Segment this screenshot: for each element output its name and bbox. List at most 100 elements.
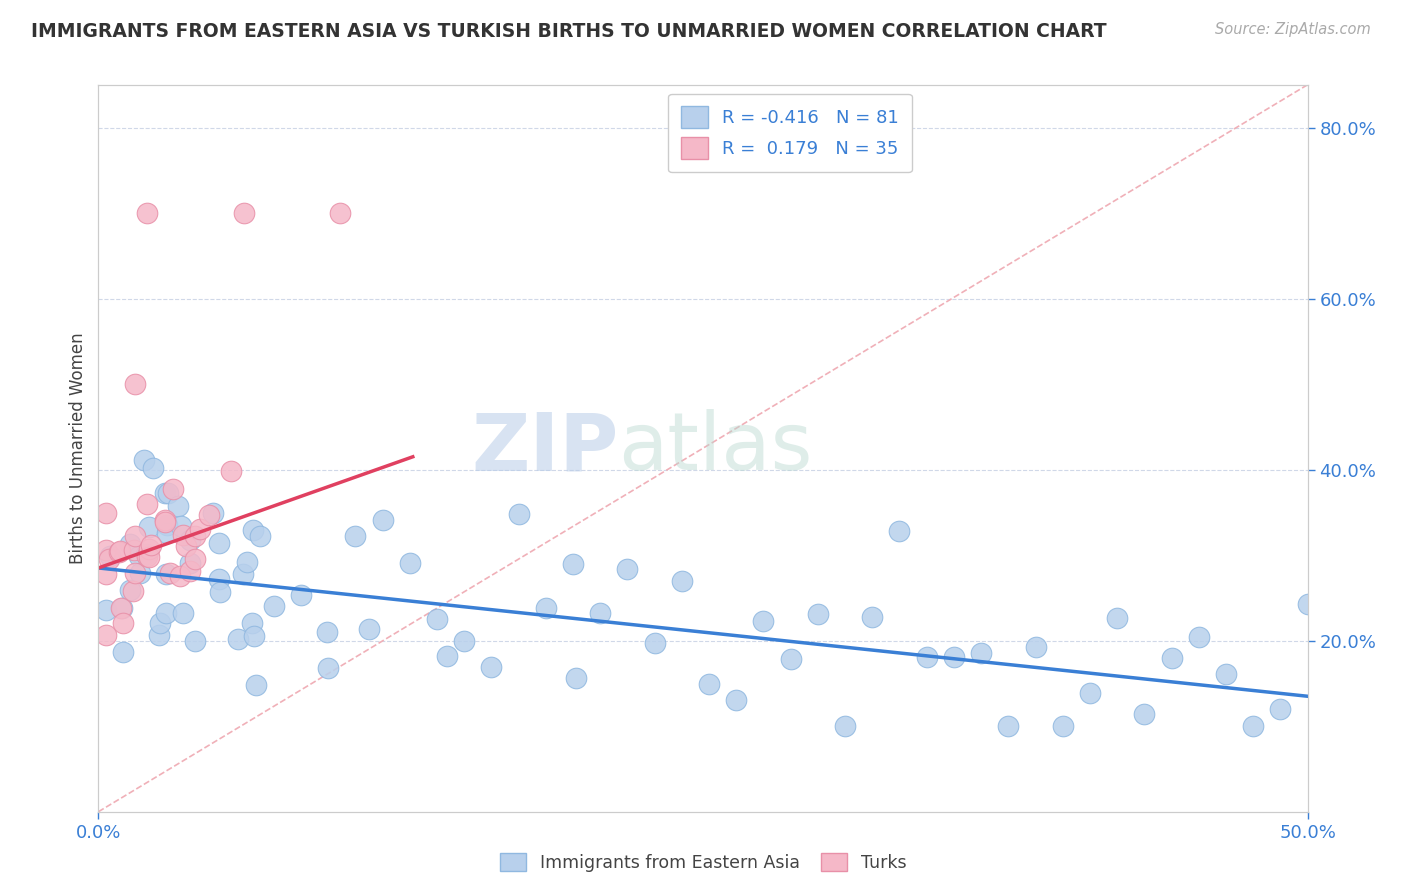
Point: [118, 537, 141, 551]
Point: [942, 650, 965, 665]
Point: [155, 606, 177, 620]
Point: [170, 519, 193, 533]
Point: [1107, 610, 1129, 624]
Point: [1270, 702, 1292, 716]
Point: [616, 562, 638, 576]
Point: [111, 645, 134, 659]
Point: [1188, 630, 1211, 644]
Point: [94, 566, 117, 581]
Point: [169, 569, 191, 583]
Point: [1215, 667, 1237, 681]
Point: [138, 549, 160, 564]
Point: [290, 588, 312, 602]
Point: [128, 549, 150, 564]
Point: [157, 485, 180, 500]
Point: [153, 514, 176, 528]
Point: [184, 633, 207, 648]
Point: [124, 566, 146, 580]
Point: [124, 377, 146, 392]
Point: [263, 599, 285, 613]
Point: [162, 483, 184, 497]
Legend: Immigrants from Eastern Asia, Turks: Immigrants from Eastern Asia, Turks: [494, 847, 912, 879]
Point: [671, 574, 693, 589]
Point: [94, 603, 117, 617]
Point: [889, 524, 911, 538]
Point: [135, 547, 157, 561]
Point: [98, 549, 121, 563]
Point: [398, 556, 420, 570]
Point: [481, 659, 503, 673]
Point: [232, 566, 254, 581]
Point: [172, 528, 194, 542]
Point: [159, 566, 181, 581]
Point: [184, 529, 207, 543]
Point: [697, 677, 720, 691]
Point: [94, 506, 117, 520]
Point: [565, 671, 588, 685]
Point: [970, 646, 993, 660]
Point: [534, 600, 557, 615]
Point: [316, 624, 339, 639]
Point: [371, 513, 394, 527]
Point: [1078, 686, 1101, 700]
Point: [129, 566, 152, 580]
Text: ZIP: ZIP: [471, 409, 619, 487]
Text: atlas: atlas: [619, 409, 813, 487]
Point: [94, 542, 117, 557]
Point: [644, 636, 666, 650]
Text: IMMIGRANTS FROM EASTERN ASIA VS TURKISH BIRTHS TO UNMARRIED WOMEN CORRELATION CH: IMMIGRANTS FROM EASTERN ASIA VS TURKISH …: [31, 22, 1107, 41]
Point: [112, 616, 135, 631]
Point: [149, 616, 172, 631]
Point: [155, 566, 177, 581]
Point: [153, 486, 176, 500]
Point: [122, 583, 145, 598]
Point: [141, 538, 163, 552]
Point: [752, 614, 775, 628]
Point: [1133, 706, 1156, 721]
Point: [142, 461, 165, 475]
Point: [1241, 719, 1264, 733]
Point: [166, 499, 188, 513]
Point: [148, 628, 170, 642]
Point: [135, 549, 157, 563]
Point: [329, 206, 352, 220]
Point: [155, 517, 177, 532]
Point: [915, 650, 938, 665]
Point: [436, 648, 458, 663]
Point: [208, 572, 231, 586]
Point: [589, 606, 612, 620]
Point: [1296, 597, 1319, 611]
Point: [725, 693, 748, 707]
Point: [179, 565, 201, 579]
Point: [108, 543, 131, 558]
Point: [1024, 640, 1046, 655]
Point: [184, 552, 207, 566]
Point: [209, 584, 232, 599]
Point: [138, 542, 160, 557]
Point: [426, 612, 449, 626]
Point: [359, 622, 381, 636]
Point: [219, 464, 242, 478]
Point: [201, 507, 224, 521]
Point: [118, 582, 141, 597]
Point: [245, 677, 267, 691]
Point: [243, 629, 266, 643]
Point: [174, 540, 197, 554]
Point: [779, 652, 801, 666]
Point: [110, 601, 132, 615]
Point: [453, 634, 475, 648]
Point: [135, 497, 157, 511]
Point: [316, 661, 339, 675]
Point: [242, 523, 264, 537]
Point: [1160, 651, 1182, 665]
Point: [156, 526, 179, 541]
Point: [124, 529, 146, 543]
Point: [997, 719, 1019, 733]
Point: [138, 520, 160, 534]
Point: [172, 607, 194, 621]
Point: [132, 453, 155, 467]
Point: [344, 529, 367, 543]
Point: [834, 719, 856, 733]
Legend: R = -0.416   N = 81, R =  0.179   N = 35: R = -0.416 N = 81, R = 0.179 N = 35: [668, 94, 911, 172]
Point: [208, 536, 231, 550]
